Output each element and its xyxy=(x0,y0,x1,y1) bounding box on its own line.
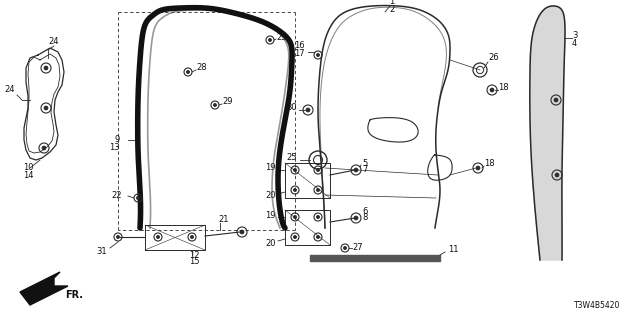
Text: 29: 29 xyxy=(222,98,232,107)
Circle shape xyxy=(554,98,558,102)
Circle shape xyxy=(344,246,347,250)
Text: 7: 7 xyxy=(362,165,367,174)
Circle shape xyxy=(191,236,193,239)
Text: 24: 24 xyxy=(4,85,15,94)
Circle shape xyxy=(44,66,48,70)
Text: 27: 27 xyxy=(352,244,363,252)
Circle shape xyxy=(490,88,494,92)
Circle shape xyxy=(293,236,296,239)
Text: 13: 13 xyxy=(109,143,120,153)
Circle shape xyxy=(44,106,48,110)
Circle shape xyxy=(306,108,310,112)
Circle shape xyxy=(42,146,46,150)
Circle shape xyxy=(354,216,358,220)
Text: 16: 16 xyxy=(294,42,305,51)
Text: 17: 17 xyxy=(294,50,305,59)
Text: 15: 15 xyxy=(189,258,199,267)
Text: 20: 20 xyxy=(266,238,276,247)
Text: 10: 10 xyxy=(23,164,33,172)
Circle shape xyxy=(354,168,358,172)
Circle shape xyxy=(316,168,319,172)
Circle shape xyxy=(268,38,271,42)
Text: 25: 25 xyxy=(287,154,297,163)
Text: 19: 19 xyxy=(266,211,276,220)
Circle shape xyxy=(213,103,216,107)
Circle shape xyxy=(293,188,296,192)
Circle shape xyxy=(316,215,319,219)
Text: 5: 5 xyxy=(362,158,367,167)
Circle shape xyxy=(186,70,189,74)
Text: 11: 11 xyxy=(448,245,458,254)
Circle shape xyxy=(555,173,559,177)
Text: 6: 6 xyxy=(362,206,367,215)
Text: 26: 26 xyxy=(488,53,499,62)
Polygon shape xyxy=(20,272,68,305)
Text: 19: 19 xyxy=(266,164,276,172)
Text: 28: 28 xyxy=(196,63,207,73)
Text: FR.: FR. xyxy=(65,290,83,300)
Text: 30: 30 xyxy=(286,102,297,111)
Circle shape xyxy=(293,168,296,172)
Text: 24: 24 xyxy=(49,37,60,46)
Circle shape xyxy=(476,166,480,170)
Circle shape xyxy=(316,188,319,192)
Text: 2: 2 xyxy=(389,4,395,13)
Text: T3W4B5420: T3W4B5420 xyxy=(573,301,620,310)
Text: 8: 8 xyxy=(362,213,367,222)
Circle shape xyxy=(316,236,319,239)
Circle shape xyxy=(116,236,120,239)
Circle shape xyxy=(293,215,296,219)
Text: 18: 18 xyxy=(498,83,509,92)
Text: 18: 18 xyxy=(484,159,495,169)
Circle shape xyxy=(240,230,244,234)
Text: 3: 3 xyxy=(572,30,577,39)
Text: 21: 21 xyxy=(218,215,228,225)
Text: 22: 22 xyxy=(111,191,122,201)
Text: 20: 20 xyxy=(266,191,276,201)
Circle shape xyxy=(316,53,319,57)
Text: 12: 12 xyxy=(189,251,199,260)
Text: 1: 1 xyxy=(389,0,395,6)
Text: 23: 23 xyxy=(276,33,287,42)
Polygon shape xyxy=(530,6,565,260)
Text: 4: 4 xyxy=(572,38,577,47)
Text: 14: 14 xyxy=(23,172,33,180)
Circle shape xyxy=(136,196,140,200)
Circle shape xyxy=(156,236,159,239)
Text: 31: 31 xyxy=(97,247,107,257)
Text: 9: 9 xyxy=(115,135,120,145)
